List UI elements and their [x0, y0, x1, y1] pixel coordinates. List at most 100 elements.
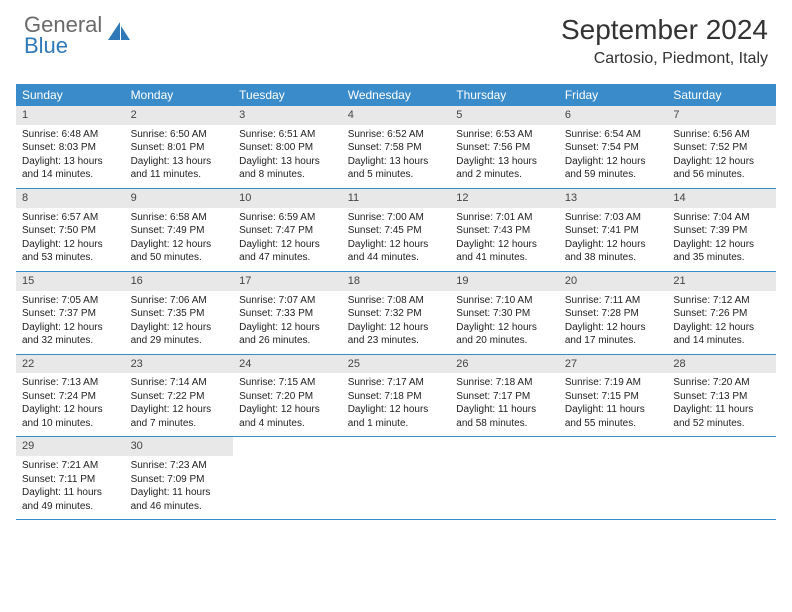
location: Cartosio, Piedmont, Italy — [561, 50, 768, 68]
sunset-line: Sunset: 7:35 PM — [131, 307, 228, 321]
week-row: 22Sunrise: 7:13 AMSunset: 7:24 PMDayligh… — [16, 355, 776, 438]
sunset-line: Sunset: 7:39 PM — [673, 224, 770, 238]
day-number: 20 — [559, 272, 668, 291]
week-row: 8Sunrise: 6:57 AMSunset: 7:50 PMDaylight… — [16, 189, 776, 272]
sunrise-line: Sunrise: 7:23 AM — [131, 459, 228, 473]
week-row: 15Sunrise: 7:05 AMSunset: 7:37 PMDayligh… — [16, 272, 776, 355]
daylight-line: and 2 minutes. — [456, 168, 553, 182]
sunrise-line: Sunrise: 7:04 AM — [673, 211, 770, 225]
day-number: 1 — [16, 106, 125, 125]
daylight-line: Daylight: 11 hours — [22, 486, 119, 500]
daylight-line: Daylight: 11 hours — [131, 486, 228, 500]
calendar: SundayMondayTuesdayWednesdayThursdayFrid… — [16, 84, 776, 520]
day-body: Sunrise: 7:21 AMSunset: 7:11 PMDaylight:… — [16, 459, 125, 513]
daylight-line: and 35 minutes. — [673, 251, 770, 265]
day-number: 18 — [342, 272, 451, 291]
sunrise-line: Sunrise: 7:10 AM — [456, 294, 553, 308]
sunrise-line: Sunrise: 6:58 AM — [131, 211, 228, 225]
day-number: 12 — [450, 189, 559, 208]
sunset-line: Sunset: 7:45 PM — [348, 224, 445, 238]
daylight-line: Daylight: 13 hours — [456, 155, 553, 169]
logo: General Blue — [24, 14, 132, 57]
logo-blue: Blue — [24, 35, 102, 57]
daylight-line: and 47 minutes. — [239, 251, 336, 265]
daylight-line: and 41 minutes. — [456, 251, 553, 265]
day-cell: 26Sunrise: 7:18 AMSunset: 7:17 PMDayligh… — [450, 355, 559, 437]
sunset-line: Sunset: 7:13 PM — [673, 390, 770, 404]
day-cell: 12Sunrise: 7:01 AMSunset: 7:43 PMDayligh… — [450, 189, 559, 271]
day-number: 11 — [342, 189, 451, 208]
day-cell: 28Sunrise: 7:20 AMSunset: 7:13 PMDayligh… — [667, 355, 776, 437]
daylight-line: Daylight: 12 hours — [456, 321, 553, 335]
daylight-line: and 23 minutes. — [348, 334, 445, 348]
day-body: Sunrise: 7:07 AMSunset: 7:33 PMDaylight:… — [233, 294, 342, 348]
day-cell: 24Sunrise: 7:15 AMSunset: 7:20 PMDayligh… — [233, 355, 342, 437]
daylight-line: Daylight: 12 hours — [22, 403, 119, 417]
day-number: 19 — [450, 272, 559, 291]
daylight-line: and 20 minutes. — [456, 334, 553, 348]
daylight-line: and 29 minutes. — [131, 334, 228, 348]
day-body: Sunrise: 7:12 AMSunset: 7:26 PMDaylight:… — [667, 294, 776, 348]
daylight-line: Daylight: 12 hours — [131, 238, 228, 252]
daylight-line: and 56 minutes. — [673, 168, 770, 182]
sunset-line: Sunset: 7:32 PM — [348, 307, 445, 321]
day-number: 10 — [233, 189, 342, 208]
weekday-header-row: SundayMondayTuesdayWednesdayThursdayFrid… — [16, 84, 776, 106]
day-body: Sunrise: 7:00 AMSunset: 7:45 PMDaylight:… — [342, 211, 451, 265]
day-cell: 21Sunrise: 7:12 AMSunset: 7:26 PMDayligh… — [667, 272, 776, 354]
sunset-line: Sunset: 7:33 PM — [239, 307, 336, 321]
daylight-line: Daylight: 12 hours — [22, 321, 119, 335]
daylight-line: and 17 minutes. — [565, 334, 662, 348]
sunrise-line: Sunrise: 7:11 AM — [565, 294, 662, 308]
sunset-line: Sunset: 7:30 PM — [456, 307, 553, 321]
month-title: September 2024 — [561, 14, 768, 46]
sunset-line: Sunset: 7:50 PM — [22, 224, 119, 238]
sunrise-line: Sunrise: 6:54 AM — [565, 128, 662, 142]
daylight-line: Daylight: 12 hours — [565, 321, 662, 335]
day-number: 23 — [125, 355, 234, 374]
day-number — [667, 437, 776, 456]
day-cell: 3Sunrise: 6:51 AMSunset: 8:00 PMDaylight… — [233, 106, 342, 188]
sunrise-line: Sunrise: 6:51 AM — [239, 128, 336, 142]
sunset-line: Sunset: 8:00 PM — [239, 141, 336, 155]
day-body: Sunrise: 7:08 AMSunset: 7:32 PMDaylight:… — [342, 294, 451, 348]
sunrise-line: Sunrise: 6:52 AM — [348, 128, 445, 142]
day-cell — [233, 437, 342, 519]
week-row: 1Sunrise: 6:48 AMSunset: 8:03 PMDaylight… — [16, 106, 776, 189]
daylight-line: and 14 minutes. — [673, 334, 770, 348]
day-cell: 14Sunrise: 7:04 AMSunset: 7:39 PMDayligh… — [667, 189, 776, 271]
daylight-line: and 1 minute. — [348, 417, 445, 431]
sunrise-line: Sunrise: 6:56 AM — [673, 128, 770, 142]
daylight-line: Daylight: 12 hours — [565, 238, 662, 252]
daylight-line: and 8 minutes. — [239, 168, 336, 182]
day-cell — [559, 437, 668, 519]
day-cell: 20Sunrise: 7:11 AMSunset: 7:28 PMDayligh… — [559, 272, 668, 354]
sunset-line: Sunset: 7:11 PM — [22, 473, 119, 487]
daylight-line: Daylight: 12 hours — [348, 238, 445, 252]
day-cell: 8Sunrise: 6:57 AMSunset: 7:50 PMDaylight… — [16, 189, 125, 271]
sunset-line: Sunset: 7:56 PM — [456, 141, 553, 155]
day-body: Sunrise: 7:04 AMSunset: 7:39 PMDaylight:… — [667, 211, 776, 265]
sunrise-line: Sunrise: 7:19 AM — [565, 376, 662, 390]
day-number: 9 — [125, 189, 234, 208]
day-cell: 11 Sunrise: 7:00 AMSunset: 7:45 PMDayligh… — [342, 189, 451, 271]
title-block: September 2024 Cartosio, Piedmont, Italy — [561, 14, 768, 68]
day-cell: 17Sunrise: 7:07 AMSunset: 7:33 PMDayligh… — [233, 272, 342, 354]
day-number: 29 — [16, 437, 125, 456]
daylight-line: and 53 minutes. — [22, 251, 119, 265]
sunrise-line: Sunrise: 6:59 AM — [239, 211, 336, 225]
sunset-line: Sunset: 8:03 PM — [22, 141, 119, 155]
sunrise-line: Sunrise: 7:05 AM — [22, 294, 119, 308]
day-body: Sunrise: 6:51 AMSunset: 8:00 PMDaylight:… — [233, 128, 342, 182]
weeks-container: 1Sunrise: 6:48 AMSunset: 8:03 PMDaylight… — [16, 106, 776, 520]
day-number: 4 — [342, 106, 451, 125]
day-body: Sunrise: 7:15 AMSunset: 7:20 PMDaylight:… — [233, 376, 342, 430]
day-body: Sunrise: 7:23 AMSunset: 7:09 PMDaylight:… — [125, 459, 234, 513]
day-cell: 29 Sunrise: 7:21 AMSunset: 7:11 PMDayligh… — [16, 437, 125, 519]
daylight-line: Daylight: 12 hours — [348, 403, 445, 417]
daylight-line: Daylight: 13 hours — [22, 155, 119, 169]
sunset-line: Sunset: 7:20 PM — [239, 390, 336, 404]
daylight-line: Daylight: 12 hours — [673, 155, 770, 169]
day-number — [559, 437, 668, 456]
day-body: Sunrise: 7:14 AMSunset: 7:22 PMDaylight:… — [125, 376, 234, 430]
